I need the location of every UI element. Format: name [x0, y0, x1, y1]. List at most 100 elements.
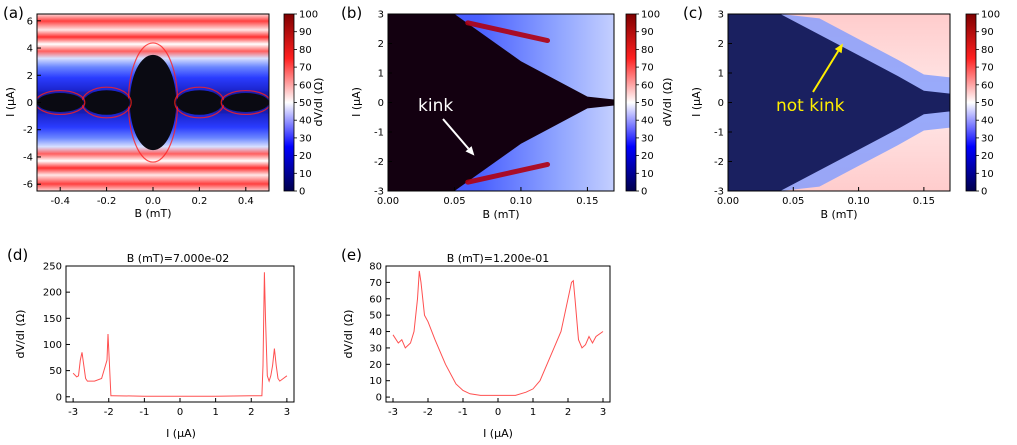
colorbar-b-cbtick-label: 70 — [641, 63, 654, 74]
line-d-ytick-label: 0 — [56, 392, 62, 403]
heatmap-a-ytick-label: -2 — [23, 125, 33, 136]
kink-arrow-head — [465, 146, 475, 156]
not-kink-arrow-head — [834, 43, 843, 54]
heatmap-c-xtick-label: 0.10 — [847, 196, 869, 207]
colorbar-c-cbtick-label: 30 — [981, 133, 994, 144]
line-d-ylabel: dV/dI (Ω) — [14, 310, 27, 359]
line-d-ytick-label: 250 — [43, 262, 62, 273]
colorbar-a-cbtick-label: 50 — [299, 98, 312, 109]
kink-arrow — [442, 118, 470, 150]
colorbar-a — [283, 13, 295, 192]
line-e-series — [392, 270, 604, 396]
colorbar-a-cbtick-label: 100 — [299, 10, 318, 21]
heatmap-b-ytick-label: 2 — [378, 39, 384, 50]
heatmap-b-xlabel: B (mT) — [482, 208, 519, 221]
line-d-ytick-label: 150 — [43, 314, 62, 325]
heatmap-b-ytick-label: 0 — [378, 98, 384, 109]
line-d-ytick-label: 50 — [49, 366, 62, 377]
colorbar-a-label: dV/dI (Ω) — [312, 78, 325, 127]
line-d-xtick-label: 2 — [248, 407, 254, 418]
heatmap-a-lobe — [129, 54, 177, 151]
heatmap-a-ylabel: I (μA) — [4, 87, 17, 117]
colorbar-b-cbtick-label: 0 — [641, 187, 647, 198]
heatmap-a-lobe — [37, 92, 84, 113]
heatmap-a-ytick-label: -6 — [23, 180, 33, 191]
line-d-xtick-label: -3 — [68, 407, 78, 418]
heatmap-b-ylabel: I (μA) — [350, 87, 363, 117]
colorbar-c-cbtick-label: 80 — [981, 45, 994, 56]
colorbar-b-cbtick-label: 20 — [641, 151, 654, 162]
heatmap-a-xtick-label: 0.2 — [191, 196, 207, 207]
panel-label-a: (a) — [3, 4, 24, 22]
line-d-ytick-label: 200 — [43, 288, 62, 299]
heatmap-b-xtick-label: 0.10 — [510, 196, 532, 207]
heatmap-c-xtick-label: 0.05 — [782, 196, 804, 207]
colorbar-a-cbtick-label: 20 — [299, 151, 312, 162]
panel-label-c: (c) — [683, 4, 703, 22]
line-d-xtick-label: 1 — [212, 407, 218, 418]
line-e-xlabel: I (μA) — [483, 427, 513, 440]
line-chart-e: B (mT)=1.200e-01 -3 -2 -1 0 1 2 3 80 70 60 50 40 30 2… — [342, 252, 611, 440]
colorbar-c-cbtick-label: 40 — [981, 116, 994, 127]
heatmap-a-ytick-label: 2 — [27, 71, 33, 82]
line-e-ytick-label: 40 — [369, 327, 382, 338]
heatmap-a-xtick-label: 0.0 — [145, 196, 161, 207]
line-e-ytick-label: 60 — [369, 294, 382, 305]
colorbar-a-cbtick-label: 40 — [299, 116, 312, 127]
line-e-xtick-label: 2 — [565, 407, 571, 418]
line-e-ytick-label: 30 — [369, 343, 382, 354]
kink-annotation: kink — [418, 96, 453, 116]
colorbar-c-cbtick-label: 10 — [981, 169, 994, 180]
heatmap-c-ytick-label: -3 — [714, 187, 724, 198]
colorbar-c-cbtick-label: 20 — [981, 151, 994, 162]
heatmap-c-ylabel: I (μA) — [690, 87, 703, 117]
colorbar-c-cbtick-label: 100 — [981, 10, 1000, 21]
heatmap-a-image — [37, 14, 269, 191]
line-d-series — [72, 272, 288, 397]
heatmap-c-ytick-label: 2 — [718, 39, 724, 50]
heatmap-b-ytick-label: 3 — [378, 10, 384, 21]
line-e-xtick-label: 1 — [530, 407, 536, 418]
line-d-xtick-label: -2 — [104, 407, 114, 418]
heatmap-c-image — [728, 14, 950, 191]
colorbar-a-cbtick-label: 70 — [299, 63, 312, 74]
colorbar-c-cbtick-label: 0 — [981, 187, 987, 198]
line-chart-d: B (mT)=7.000e-02 -3 -2 -1 0 1 2 3 250 200 150 100 5… — [14, 252, 295, 440]
colorbar-a-cbtick-label: 10 — [299, 169, 312, 180]
line-d-xtick-label: 3 — [284, 407, 290, 418]
not-kink-annotation: not kink — [776, 96, 845, 116]
line-d-title: B (mT)=7.000e-02 — [127, 252, 230, 265]
line-e-ytick-label: 70 — [369, 278, 382, 289]
heatmap-b-ytick-label: 1 — [378, 69, 384, 80]
line-d-xtick-label: 0 — [177, 407, 183, 418]
heatmap-a-lobe-ring — [37, 89, 86, 116]
heatmap-c-ytick-label: -2 — [714, 157, 724, 168]
colorbar-a-cbtick-label: 0 — [299, 187, 305, 198]
heatmap-b-ytick-label: -2 — [374, 157, 384, 168]
colorbar-b-cbtick-label: 10 — [641, 169, 654, 180]
line-d-xlabel: I (μA) — [166, 427, 196, 440]
line-e-title: B (mT)=1.200e-01 — [447, 252, 550, 265]
colorbar-b-cbtick-label: 100 — [641, 10, 660, 21]
colorbar-c-cbtick-label: 50 — [981, 98, 994, 109]
heatmap-b-ytick-label: -3 — [374, 187, 384, 198]
heatmap-c-xlabel: B (mT) — [820, 208, 857, 221]
heatmap-a-xtick-label: -0.4 — [50, 196, 70, 207]
colorbar-b-cbtick-label: 40 — [641, 116, 654, 127]
colorbar-c — [965, 13, 977, 192]
line-e-ytick-label: 50 — [369, 311, 382, 322]
heatmap-c-xtick-label: 0.00 — [717, 196, 739, 207]
colorbar-c-cbtick-label: 70 — [981, 63, 994, 74]
line-e-xtick-label: 0 — [495, 407, 501, 418]
heatmap-a-ytick-label: -4 — [23, 152, 33, 163]
line-e-xtick-label: -1 — [458, 407, 468, 418]
heatmap-a-ytick-label: 4 — [27, 44, 33, 55]
line-e-ylabel: dV/dI (Ω) — [342, 310, 355, 359]
colorbar-a-cbtick-label: 30 — [299, 133, 312, 144]
heatmap-a-lobe-ring — [220, 89, 269, 116]
colorbar-b-cbtick-label: 60 — [641, 80, 654, 91]
colorbar-b — [625, 13, 637, 192]
